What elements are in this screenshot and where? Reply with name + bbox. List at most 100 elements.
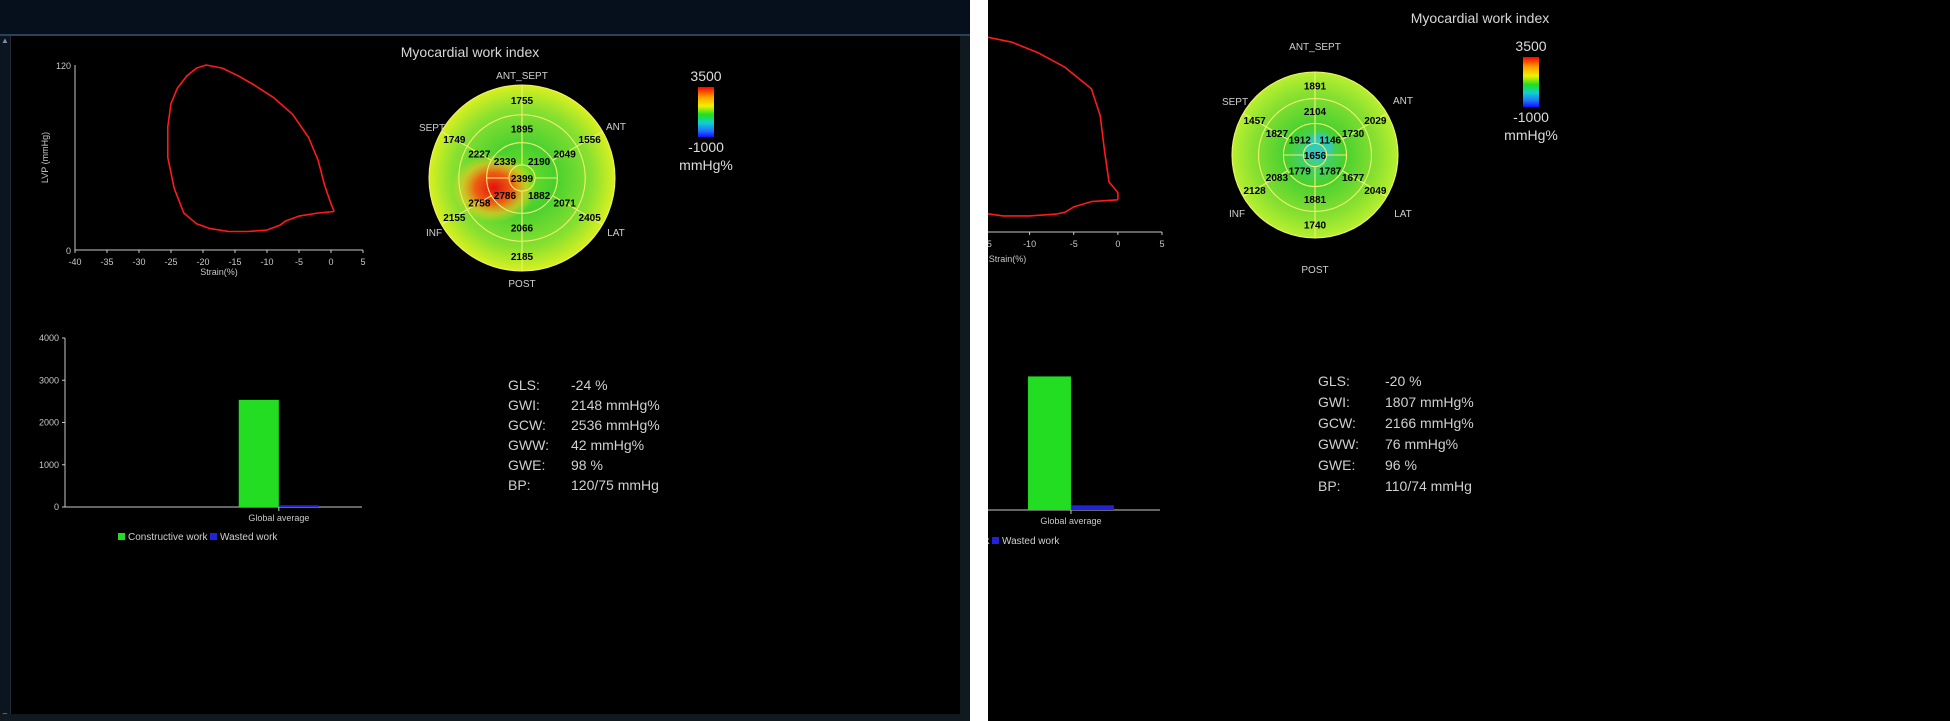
metric-label: GWE: <box>508 457 545 473</box>
bar-category-label: Global average <box>248 513 309 523</box>
metric-value: 120/75 mmHg <box>571 477 659 493</box>
colorbar-unit-label: mmHg% <box>1504 127 1558 143</box>
loop-x-label: Strain(%) <box>200 267 238 277</box>
apical-segment-value: 1146 <box>1319 136 1341 147</box>
bar-constructive-work <box>1028 376 1071 510</box>
mid-segment-value: 2758 <box>468 199 491 210</box>
apex-segment-value: 2399 <box>511 174 534 185</box>
colorbar-max-label: 3500 <box>690 68 721 84</box>
wall-label-sept: SEPT <box>1222 97 1248 108</box>
loop-x-label: Strain(%) <box>989 254 1027 264</box>
loop-x-tick-label: 0 <box>328 257 333 267</box>
pressure-strain-loop <box>167 64 335 233</box>
loop-x-tick-label: 5 <box>360 257 365 267</box>
right-panel: Myocardial work index-30-25-20-15-10-505… <box>988 0 1950 721</box>
wall-label-sept: SEPT <box>419 123 445 134</box>
metric-label: GWI: <box>1318 394 1350 410</box>
mid-segment-value: 2083 <box>1266 173 1289 184</box>
metric-label: GLS: <box>1318 373 1350 389</box>
panel-bottom-border <box>0 714 970 721</box>
loop-x-tick-label: -15 <box>228 257 241 267</box>
wall-label-inf: INF <box>1229 209 1245 220</box>
metric-value: 1807 mmHg% <box>1385 394 1474 410</box>
loop-y-tick-label: 120 <box>56 61 71 71</box>
metric-value: 2148 mmHg% <box>571 397 660 413</box>
loop-x-tick-label: -35 <box>100 257 113 267</box>
basal-segment-value: 2155 <box>443 213 466 224</box>
apex-segment-value: 1656 <box>1304 151 1327 162</box>
mid-segment-value: 1895 <box>511 125 534 136</box>
metric-value: 98 % <box>571 457 603 473</box>
colorbar-min-label: -1000 <box>1513 109 1549 125</box>
apex-cool-region <box>1305 133 1333 161</box>
bullseye-spoke <box>1242 170 1288 197</box>
bar-y-tick-label: 0 <box>54 502 59 512</box>
legend-swatch <box>992 537 999 544</box>
wall-label-inf: INF <box>426 228 442 239</box>
loop-x-tick-label: -5 <box>1070 239 1078 249</box>
colorbar <box>1523 57 1539 107</box>
mid-segment-value: 2071 <box>554 199 577 210</box>
wall-label-ant-sept: ANT_SEPT <box>496 71 548 82</box>
scroll-up-icon[interactable]: ▲ <box>1 36 9 45</box>
bar-wasted-work <box>1070 505 1114 510</box>
metric-value: -24 % <box>571 377 608 393</box>
mid-segment-value: 1730 <box>1342 129 1365 140</box>
basal-segment-value: 1749 <box>443 135 466 146</box>
panel-right-border <box>960 36 970 721</box>
legend-label: Wasted work <box>220 532 278 543</box>
wall-label-ant: ANT <box>1393 96 1413 107</box>
basal-segment-value: 1755 <box>511 96 534 107</box>
bar-y-tick-label: 2000 <box>39 418 59 428</box>
mid-segment-value: 1677 <box>1342 173 1365 184</box>
colorbar <box>698 87 714 137</box>
apical-segment-value: 1912 <box>1289 136 1312 147</box>
metric-value: 2536 mmHg% <box>571 417 660 433</box>
legend-swatch <box>118 533 125 540</box>
bullseye-spoke <box>1242 113 1288 140</box>
loop-x-tick-label: -15 <box>988 239 992 249</box>
metric-value: 110/74 mmHg <box>1385 478 1472 494</box>
loop-x-tick-label: -40 <box>68 257 81 267</box>
bullseye-spoke <box>552 195 603 225</box>
bar-wasted-work <box>278 505 319 507</box>
metric-value: -20 % <box>1385 373 1422 389</box>
basal-segment-value: 2128 <box>1243 186 1266 197</box>
metric-value: 42 mmHg% <box>571 437 644 453</box>
basal-segment-value: 1891 <box>1304 81 1327 92</box>
mid-segment-value: 2227 <box>468 149 491 160</box>
bullseye-spoke <box>441 195 492 225</box>
work-index-title: Myocardial work index <box>1411 10 1550 26</box>
mid-segment-value: 2049 <box>554 149 577 160</box>
legend-label: Constructive work <box>128 532 208 543</box>
bar-y-tick-label: 3000 <box>39 375 59 385</box>
apical-segment-value: 1882 <box>528 191 551 202</box>
loop-x-tick-label: -20 <box>196 257 209 267</box>
bullseye-spoke <box>1342 170 1388 197</box>
bullseye-spoke <box>441 131 492 161</box>
bar-y-tick-label: 4000 <box>39 333 59 343</box>
loop-y-label: LVP (mmHg) <box>40 132 50 183</box>
loop-x-tick-label: -5 <box>295 257 303 267</box>
hotspot-region <box>452 154 536 222</box>
metric-value: 76 mmHg% <box>1385 436 1458 452</box>
metric-value: 2166 mmHg% <box>1385 415 1474 431</box>
metric-label: GWW: <box>1318 436 1359 452</box>
mid-segment-value: 2104 <box>1304 107 1327 118</box>
mid-segment-value: 1881 <box>1304 195 1327 206</box>
work-index-title: Myocardial work index <box>401 44 540 60</box>
basal-segment-value: 2185 <box>511 252 534 263</box>
legend-label: Constructive work <box>988 536 990 547</box>
left-panel: ▲ ▼ Myocardial work index-40-35-30-25-20… <box>0 0 970 721</box>
metric-value: 96 % <box>1385 457 1417 473</box>
metric-label: BP: <box>508 477 531 493</box>
loop-x-tick-label: 0 <box>1115 239 1120 249</box>
legend-swatch <box>210 533 217 540</box>
basal-segment-value: 2029 <box>1364 116 1387 127</box>
colorbar-unit-label: mmHg% <box>679 157 733 173</box>
apical-segment-value: 2786 <box>494 191 517 202</box>
wall-label-ant-sept: ANT_SEPT <box>1289 42 1341 53</box>
panel-content: Myocardial work index-30-25-20-15-10-505… <box>988 10 1558 547</box>
colorbar-min-label: -1000 <box>688 139 724 155</box>
loop-x-tick-label: 5 <box>1159 239 1164 249</box>
